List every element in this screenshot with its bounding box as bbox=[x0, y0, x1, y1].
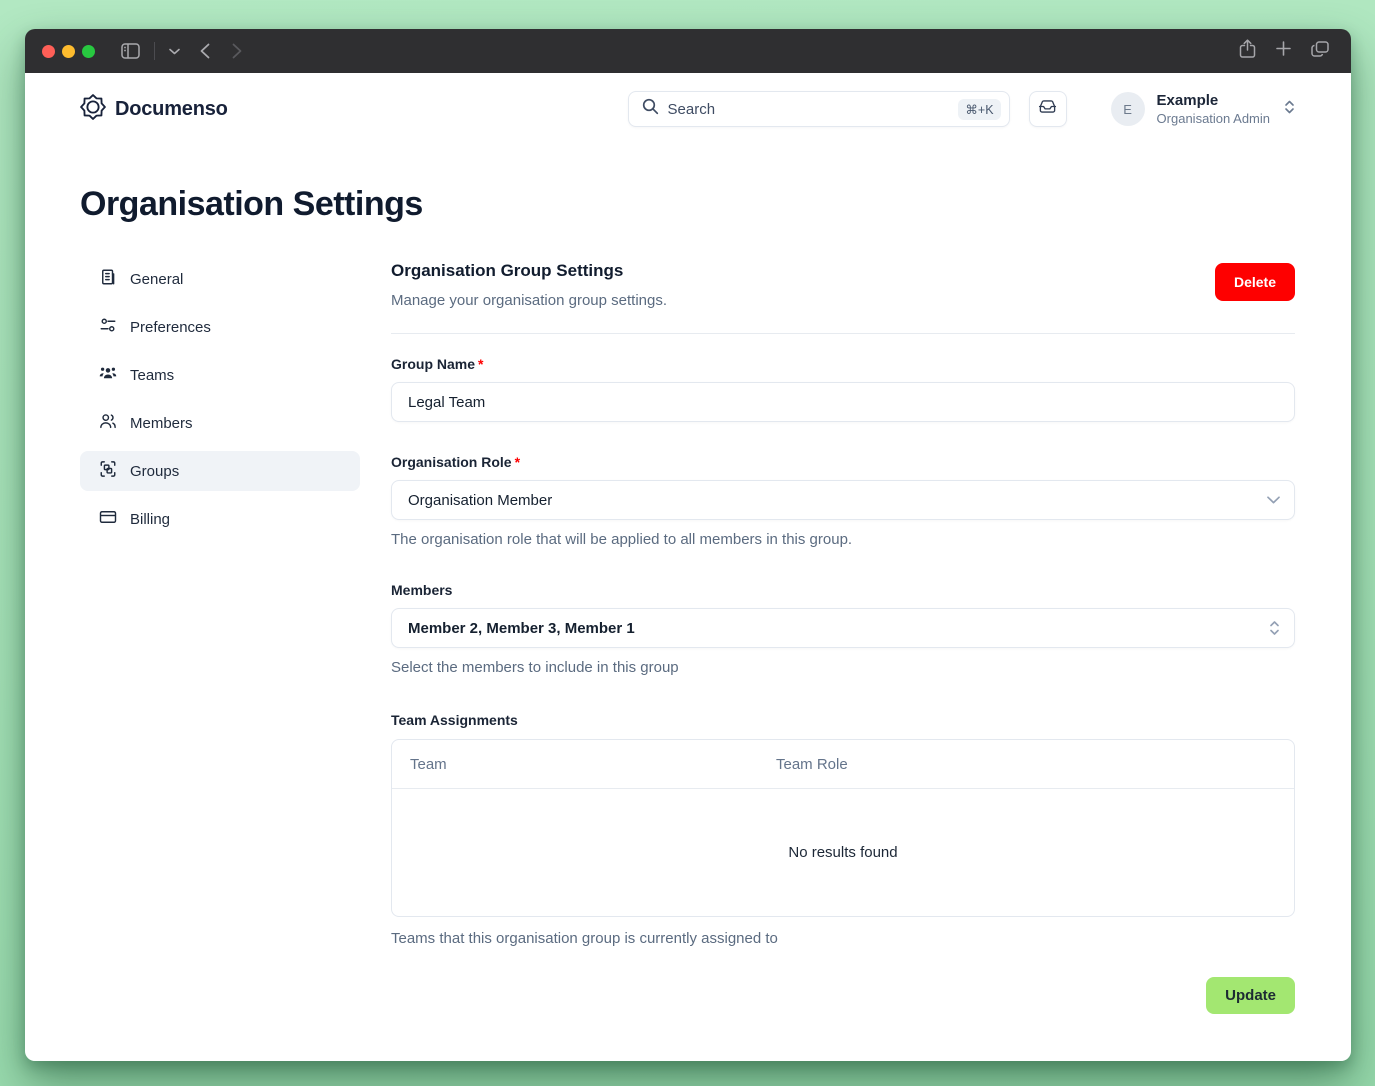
sidebar-item-preferences[interactable]: Preferences bbox=[80, 307, 360, 347]
sidebar-item-members[interactable]: Members bbox=[80, 403, 360, 443]
page-title: Organisation Settings bbox=[80, 185, 423, 223]
members-multiselect[interactable]: Member 2, Member 3, Member 1 bbox=[391, 608, 1295, 648]
required-asterisk: * bbox=[478, 356, 484, 372]
share-icon[interactable] bbox=[1239, 39, 1256, 63]
chevron-up-down-icon bbox=[1269, 620, 1280, 636]
sidebar-item-general[interactable]: General bbox=[80, 259, 360, 299]
sidebar-toggle-icon[interactable] bbox=[121, 43, 140, 59]
table-header-row: Team Team Role bbox=[392, 740, 1294, 789]
team-assignments-table: Team Team Role No results found bbox=[391, 739, 1295, 917]
inbox-icon bbox=[1038, 97, 1057, 121]
tab-overview-icon[interactable] bbox=[1311, 40, 1329, 62]
users-outline-icon bbox=[99, 412, 117, 434]
members-hint: Select the members to include in this gr… bbox=[391, 659, 679, 676]
building-icon bbox=[99, 268, 117, 290]
brand[interactable]: Documenso bbox=[80, 93, 228, 125]
user-role: Organisation Admin bbox=[1156, 110, 1270, 126]
sidebar-item-label: General bbox=[130, 270, 184, 288]
sidebar-item-label: Teams bbox=[130, 366, 175, 384]
organisation-role-hint: The organisation role that will be appli… bbox=[391, 531, 853, 548]
zoom-window-icon[interactable] bbox=[82, 44, 95, 58]
organisation-role-field-group: Organisation Role * Organisation Member T… bbox=[391, 452, 1295, 550]
section-title: Organisation Group Settings bbox=[391, 261, 624, 280]
required-asterisk: * bbox=[514, 454, 521, 470]
search-input[interactable]: Search ⌘+K bbox=[627, 91, 1010, 127]
user-menu[interactable]: E Example Organisation Admin bbox=[1110, 91, 1295, 127]
sidebar-item-label: Billing bbox=[130, 510, 171, 528]
group-name-field-group: Group Name * bbox=[391, 354, 1295, 422]
documenso-logo-icon bbox=[80, 93, 106, 125]
section-divider bbox=[391, 333, 1295, 334]
user-name: Example bbox=[1156, 91, 1219, 109]
column-header-team-role: Team Role bbox=[776, 755, 848, 773]
sidebar-item-billing[interactable]: Billing bbox=[80, 499, 360, 539]
group-frame-icon bbox=[99, 460, 117, 482]
group-name-input[interactable] bbox=[391, 382, 1295, 422]
organisation-role-select[interactable]: Organisation Member bbox=[391, 480, 1295, 520]
sidebar-item-teams[interactable]: Teams bbox=[80, 355, 360, 395]
sidebar-item-groups[interactable]: Groups bbox=[80, 451, 360, 491]
traffic-lights bbox=[42, 44, 95, 58]
browser-window: Documenso Search ⌘+K E bbox=[25, 29, 1351, 1061]
avatar: E bbox=[1110, 92, 1145, 126]
chevron-down-icon bbox=[1267, 496, 1280, 504]
members-label: Members bbox=[391, 582, 453, 598]
team-assignments-label: Team Assignments bbox=[391, 712, 518, 728]
minimize-window-icon[interactable] bbox=[62, 44, 75, 58]
titlebar-divider bbox=[154, 42, 155, 60]
inbox-button[interactable] bbox=[1028, 91, 1067, 127]
members-field-group: Members Member 2, Member 3, Member 1 Sel… bbox=[391, 580, 1295, 678]
browser-titlebar bbox=[25, 29, 1351, 73]
sliders-icon bbox=[99, 316, 117, 338]
page-content: Documenso Search ⌘+K E bbox=[25, 73, 1351, 1061]
sidebar-item-label: Members bbox=[130, 414, 193, 432]
search-icon bbox=[642, 98, 659, 120]
brand-name: Documenso bbox=[115, 97, 228, 120]
users-filled-icon bbox=[99, 364, 117, 386]
new-tab-icon[interactable] bbox=[1276, 41, 1291, 61]
sidebar-item-label: Preferences bbox=[130, 318, 211, 336]
sidebar-item-label: Groups bbox=[130, 462, 180, 480]
search-shortcut-badge: ⌘+K bbox=[958, 98, 1001, 120]
team-assignments-hint: Teams that this organisation group is cu… bbox=[391, 930, 778, 947]
members-value: Member 2, Member 3, Member 1 bbox=[408, 619, 635, 637]
delete-button[interactable]: Delete bbox=[1214, 263, 1295, 301]
column-header-team: Team bbox=[410, 755, 447, 773]
settings-nav: General Preferences bbox=[80, 259, 360, 1061]
organisation-role-label: Organisation Role * bbox=[391, 454, 521, 470]
update-button[interactable]: Update bbox=[1206, 977, 1295, 1014]
app-header: Documenso Search ⌘+K E bbox=[25, 73, 1351, 127]
back-icon[interactable] bbox=[200, 43, 210, 59]
chevron-up-down-icon bbox=[1284, 99, 1295, 120]
forward-icon bbox=[232, 43, 242, 59]
team-assignments-group: Team Assignments Team Team Role No resul… bbox=[391, 710, 1295, 949]
table-empty-state: No results found bbox=[392, 789, 1294, 916]
group-name-label: Group Name * bbox=[391, 356, 484, 372]
group-settings-panel: Organisation Group Settings Manage your … bbox=[391, 259, 1295, 1061]
close-window-icon[interactable] bbox=[42, 44, 55, 58]
no-results-text: No results found bbox=[788, 844, 898, 861]
search-placeholder: Search bbox=[667, 100, 716, 118]
credit-card-icon bbox=[99, 508, 117, 530]
organisation-role-value: Organisation Member bbox=[408, 491, 553, 509]
chevron-down-icon[interactable] bbox=[169, 48, 180, 55]
section-subtitle: Manage your organisation group settings. bbox=[391, 292, 668, 309]
